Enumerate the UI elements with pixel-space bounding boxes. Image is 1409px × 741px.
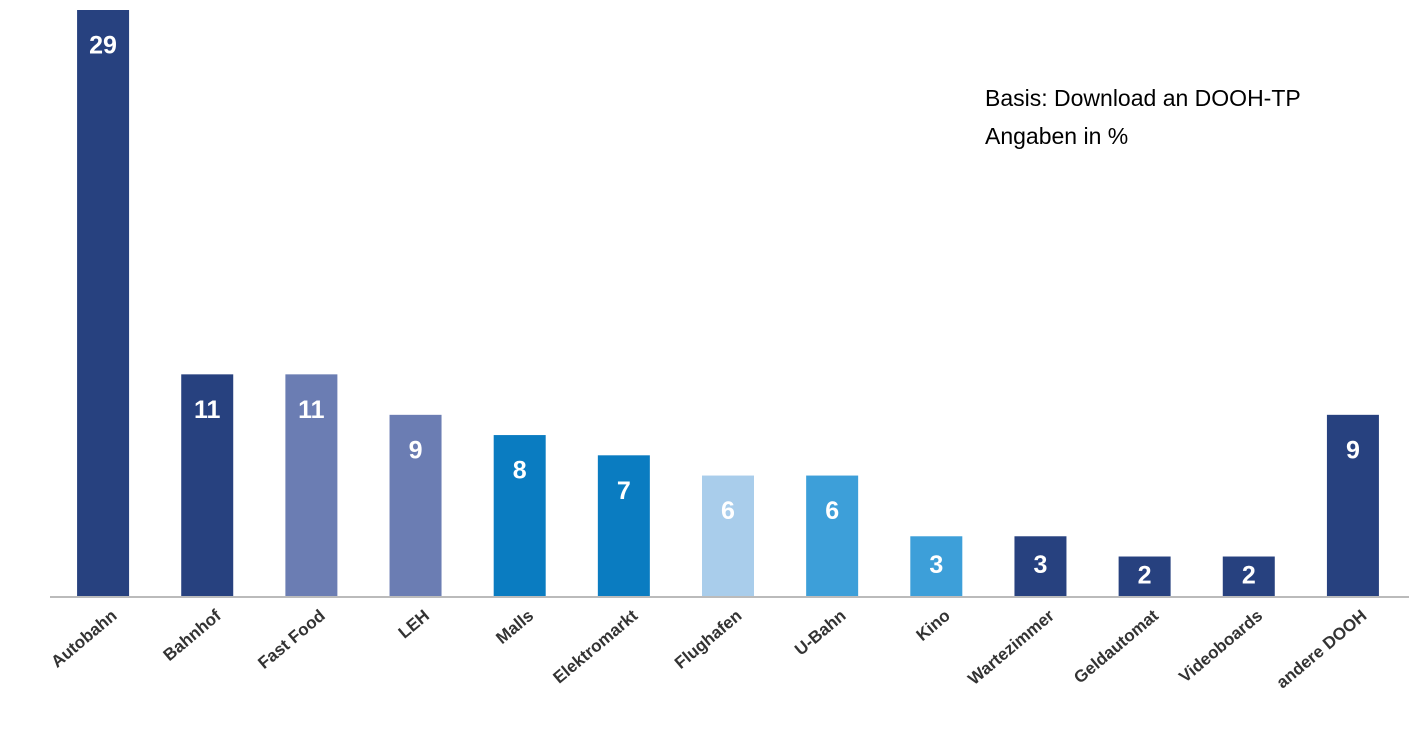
value-label: 8 (513, 457, 527, 485)
bar (1118, 556, 1171, 597)
bar (77, 10, 130, 597)
value-label: 3 (929, 551, 943, 579)
bar (1326, 414, 1379, 597)
x-tick-label: U-Bahn (791, 606, 850, 659)
value-label: 6 (825, 497, 839, 525)
value-label: 11 (194, 396, 221, 424)
value-label: 11 (298, 396, 325, 424)
x-tick-label: Geldautomat (1070, 606, 1162, 688)
bar (1014, 536, 1067, 597)
bar (806, 475, 859, 597)
bar (1222, 556, 1275, 597)
bar (597, 455, 650, 597)
x-tick-label: Fast Food (254, 606, 328, 673)
x-tick-label: Elektromarkt (549, 606, 641, 688)
value-label: 6 (721, 497, 735, 525)
bar (285, 374, 338, 597)
value-label: 7 (617, 477, 631, 505)
bar (389, 414, 442, 597)
bar (181, 374, 234, 597)
value-label: 29 (89, 32, 117, 60)
x-tick-label: Kino (913, 606, 954, 645)
x-tick-label: andere DOOH (1273, 606, 1371, 692)
x-tick-label: Malls (492, 606, 537, 648)
bar (702, 475, 754, 597)
annotation: Basis: Download an DOOH-TP (985, 85, 1301, 111)
value-label: 2 (1138, 561, 1152, 589)
x-tick-label: Wartezimmer (964, 606, 1058, 689)
value-label: 9 (1346, 436, 1360, 464)
bar (910, 536, 963, 597)
x-tick-label: Flughafen (671, 606, 745, 673)
value-label: 2 (1242, 561, 1256, 589)
x-tick-label: Videoboards (1175, 606, 1266, 687)
value-label: 3 (1034, 551, 1048, 579)
annotation: Angaben in % (985, 123, 1128, 149)
x-tick-label: Autobahn (48, 606, 121, 672)
x-tick-label: Bahnhof (160, 606, 225, 665)
value-label: 9 (409, 436, 423, 464)
x-tick-label: LEH (395, 606, 433, 642)
bar (493, 435, 546, 597)
